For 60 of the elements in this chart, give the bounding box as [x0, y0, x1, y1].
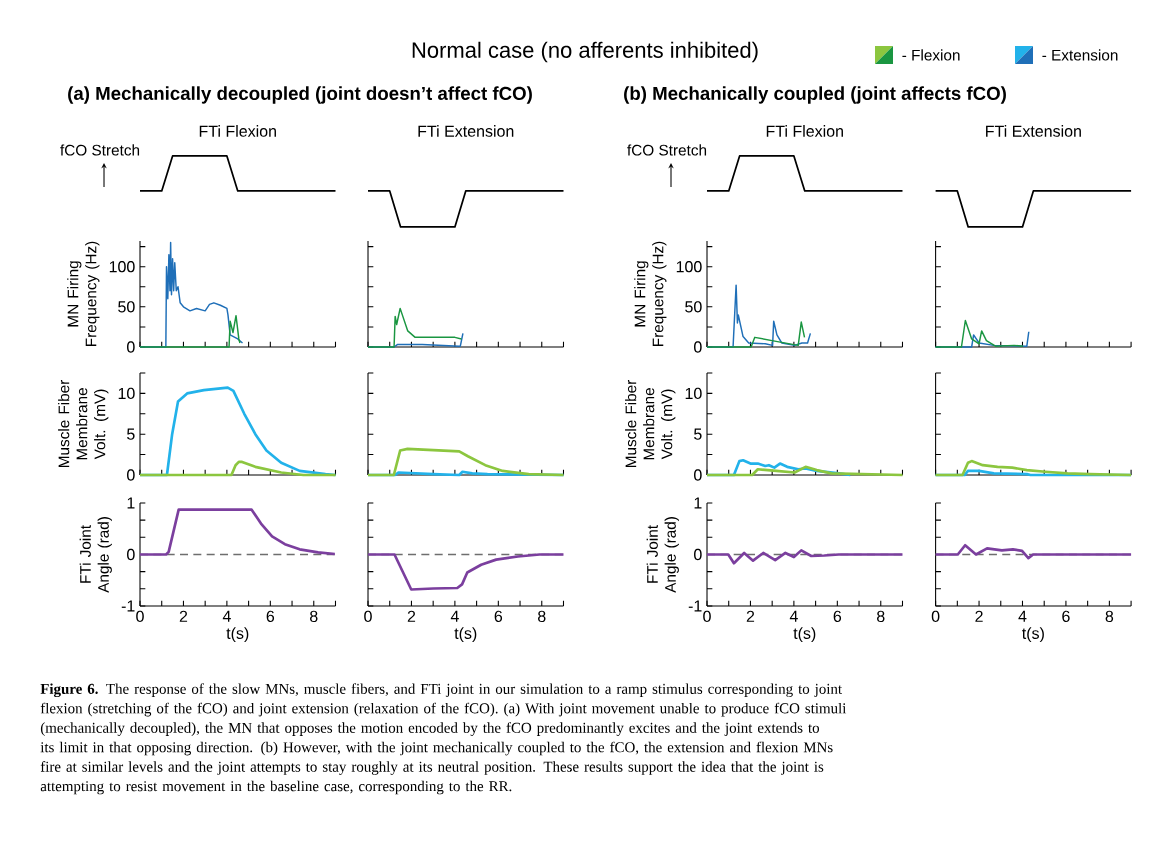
y-axis-title: fCO Stretch — [60, 144, 140, 156]
x-tick-label: 6 — [1062, 610, 1070, 623]
chart-title: FTi Extension — [986, 125, 1081, 137]
y-tick-label: 100 — [109, 261, 135, 273]
chart-title: FTi Extension — [418, 125, 514, 137]
x-tick-label: 0 — [931, 610, 940, 623]
x-tick-label: 2 — [746, 610, 755, 622]
x-tick-label: 6 — [494, 610, 503, 623]
chart-title: FTi Flexion — [199, 125, 276, 137]
y-tick-label: 0 — [694, 548, 702, 561]
legend-label: - Extension — [1042, 49, 1118, 61]
y-tick-label: 0 — [127, 469, 135, 481]
x-tick-label: 2 — [407, 610, 416, 622]
text: Figure 6. The response of the slow MNs, muscle fibers, and FTi joint in our simulation to a ramp stimulus corresponding to joint flexion (stretching of the fCO) and joint extension (relaxation of the fCO). (a) With joint movement unable to produce fCO stimuli (mechanically decoupled), the MN that opposes the motion encoded by the fCO predominantly excites and the joint extends to its limit in that opposing direction. (b) However, with the joint mechanically coupled to the fCO, the extension and flexion MNs fire at similar levels and the joint attempts to stay roughly at its neutral position. These results support the idea that the joint is attempting to resist movement in the baseline case, corresponding to the RR. — [40, 683, 847, 795]
x-tick-label: 0 — [364, 610, 372, 623]
x-axis-title: t(s) — [1022, 627, 1044, 643]
x-tick-label: 4 — [789, 610, 798, 622]
x-tick-label: 0 — [703, 610, 711, 623]
y-axis-title: FTi Joint Angle (rad) — [79, 517, 112, 593]
x-axis-title: t(s) — [793, 627, 816, 643]
y-axis-title: FTi Joint Angle (rad) — [646, 517, 679, 593]
y-axis-title: fCO Stretch — [627, 144, 707, 156]
x-tick-label: 4 — [222, 610, 231, 622]
x-tick-label: 4 — [1018, 610, 1027, 622]
x-tick-label: 2 — [179, 610, 188, 622]
y-axis-title: Muscle Fiber Membrane Volt. (mV) — [58, 379, 109, 468]
y-axis-title: MN Firing Frequency (Hz) — [634, 241, 667, 346]
y-tick-label: 50 — [685, 301, 702, 313]
y-tick-label: 5 — [127, 428, 135, 440]
x-axis-title: t(s) — [226, 627, 249, 643]
x-tick-label: 6 — [833, 610, 842, 623]
x-tick-label: 8 — [1105, 610, 1114, 623]
x-tick-label: 8 — [310, 610, 318, 623]
x-tick-label: 6 — [266, 610, 275, 623]
x-tick-label: 8 — [877, 610, 885, 623]
y-axis-title: MN Firing Frequency (Hz) — [67, 241, 100, 346]
y-tick-label: -1 — [688, 600, 702, 612]
chart-title: FTi Flexion — [766, 125, 843, 137]
text: Normal case (no afferents inhibited) — [412, 41, 758, 63]
y-tick-label: 1 — [694, 497, 702, 509]
x-tick-label: 8 — [538, 610, 546, 623]
y-tick-label: 0 — [694, 341, 702, 353]
text: (a) Mechanically decoupled (joint doesn’t affect fCO) — [68, 86, 532, 104]
legend-label: - Flexion — [902, 49, 960, 61]
text: (b) Mechanically coupled (joint affects fCO) — [624, 86, 1006, 104]
y-tick-label: 5 — [694, 428, 702, 440]
x-axis-title: t(s) — [454, 627, 477, 643]
y-tick-label: 100 — [676, 261, 702, 273]
y-tick-label: 0 — [127, 548, 135, 561]
y-tick-label: 0 — [127, 341, 135, 353]
y-tick-label: 1 — [127, 497, 135, 509]
y-tick-label: 10 — [685, 387, 702, 400]
y-tick-label: 0 — [694, 469, 702, 481]
y-tick-label: -1 — [121, 600, 135, 612]
x-tick-label: 4 — [450, 610, 459, 622]
y-tick-label: 50 — [118, 301, 135, 313]
x-tick-label: 0 — [136, 610, 144, 623]
x-tick-label: 2 — [975, 610, 983, 622]
y-axis-title: Muscle Fiber Membrane Volt. (mV) — [625, 379, 676, 468]
y-tick-label: 10 — [118, 387, 135, 400]
